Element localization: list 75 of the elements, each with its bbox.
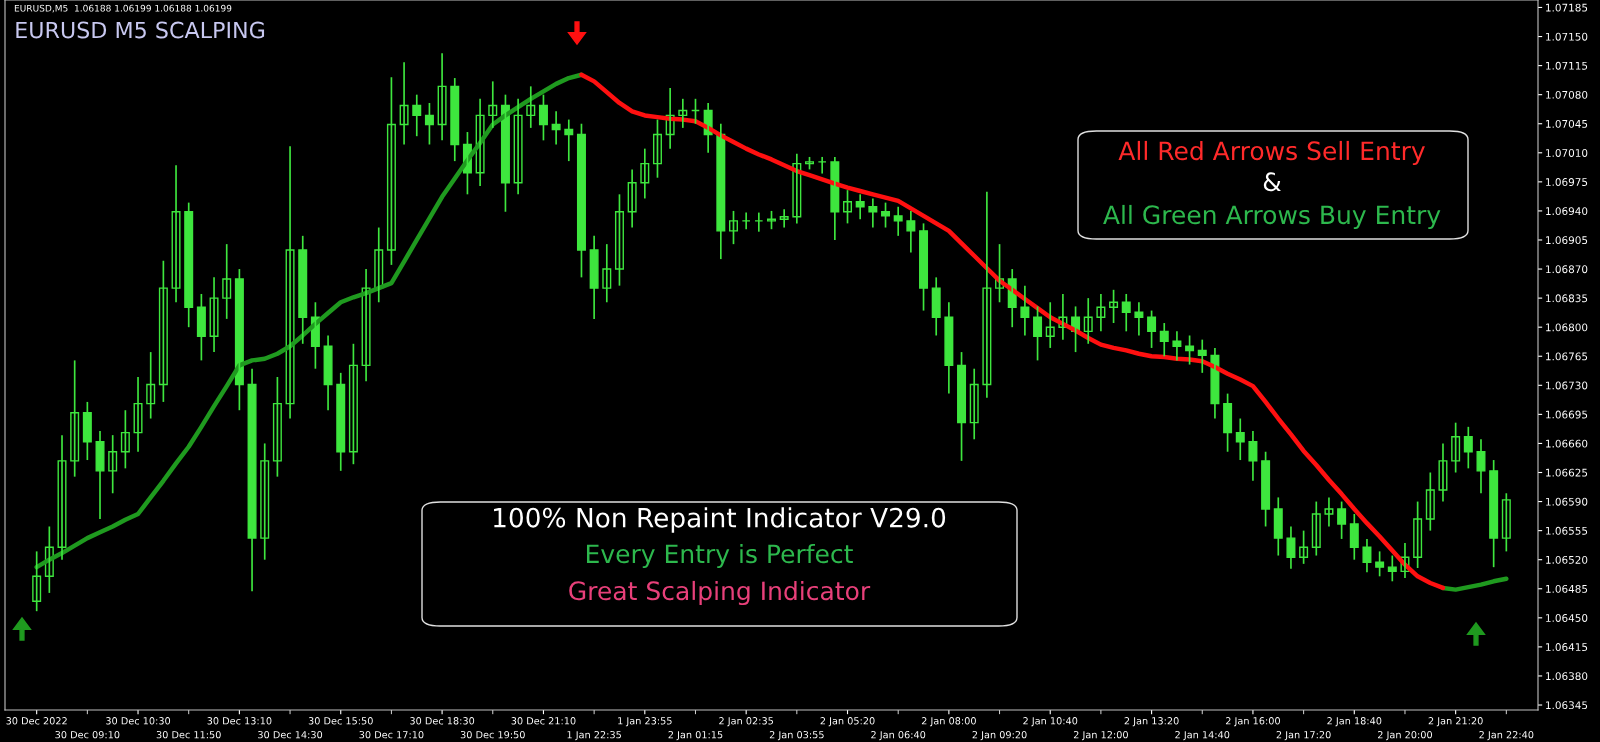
candlestick [728,210,738,245]
x-tick-label: 30 Dec 14:30 [258,731,323,739]
text: EURUSD M5 SCALPING [16,21,265,39]
y-tick-label: 1.06345 [1546,701,1588,710]
x-tick-label: 30 Dec 09:10 [55,731,120,739]
y-tick-label: 1.07115 [1546,61,1588,70]
x-tick-label: 2 Jan 20:00 [1378,731,1433,741]
x-tick-label: 2 Jan 22:40 [1479,731,1534,741]
candlestick [1261,450,1271,528]
y-tick-label: 1.06765 [1546,352,1588,361]
x-tick-label: 30 Dec 21:10 [511,717,576,725]
y-tick-label: 1.06660 [1546,439,1588,448]
y-tick-label: 1.07185 [1546,3,1588,12]
x-tick-label: 30 Dec 19:50 [460,731,525,739]
x-tick-label: 2 Jan 13:20 [1124,717,1179,727]
annotation: All Green Arrows Buy Entry [1103,204,1441,230]
y-tick-label: 1.06485 [1546,584,1588,593]
y-tick-label: 1.06835 [1546,294,1588,303]
y-tick-label: 1.06975 [1546,178,1588,186]
y-tick-label: 1.07150 [1546,32,1588,41]
annotation: Every Entry is Perfect [586,543,853,569]
candlestick [767,210,776,231]
x-tick-label: 2 Jan 02:35 [719,717,773,727]
annotation: & [1263,172,1281,192]
x-tick-label: 30 Dec 17:10 [359,731,424,739]
y-tick-label: 1.06555 [1546,526,1588,535]
y-tick-label: 1.06940 [1546,207,1588,216]
x-tick-label: 1 Jan 23:55 [618,717,672,727]
annotation: All Red Arrows Sell Entry [1118,140,1425,166]
x-tick-label: 2 Jan 06:40 [871,731,926,741]
y-tick-label: 1.06695 [1546,410,1588,419]
candlestick [1413,500,1423,569]
x-tick-label: 1 Jan 22:35 [567,731,621,741]
y-tick-label: 1.06450 [1546,614,1588,622]
candlestick [1489,459,1499,569]
x-tick-label: 2 Jan 14:40 [1175,731,1230,741]
candlestick [881,201,891,229]
annotation: EURUSD,M5 1.06188 1.06199 1.06188 1.06199 [14,4,232,13]
y-tick-label: 1.06380 [1546,672,1588,681]
annotation: Great Scalping Indicator [569,580,871,606]
y-tick-label: 1.06905 [1546,236,1588,245]
x-tick-label: 2 Jan 17:20 [1276,731,1331,741]
x-tick-label: 2 Jan 16:00 [1225,717,1280,727]
x-tick-label: 2 Jan 03:55 [769,731,824,741]
x-tick-label: 2 Jan 05:20 [820,717,875,727]
x-tick-label: 2 Jan 01:15 [668,731,723,741]
y-tick-label: 1.07045 [1546,119,1588,128]
x-tick-label: 30 Dec 2022 [6,717,67,725]
candlestick [919,222,929,312]
x-tick-label: 2 Jan 12:00 [1073,731,1128,741]
y-tick-label: 1.06520 [1546,555,1588,564]
x-tick-label: 30 Dec 18:30 [410,717,475,725]
y-tick-label: 1.06870 [1546,265,1588,274]
y-tick-label: 1.07010 [1546,149,1588,157]
y-tick-label: 1.06625 [1546,468,1588,477]
candlestick [614,193,624,287]
y-tick-label: 1.06590 [1546,497,1588,506]
candlestick [1337,500,1347,540]
annotation: 100% Non Repaint Indicator V29.0 [494,507,946,533]
x-tick-label: 2 Jan 21:20 [1428,717,1483,727]
candlestick [1451,421,1461,474]
x-tick-label: 2 Jan 18:40 [1327,717,1382,727]
y-tick-label: 1.07080 [1546,90,1588,99]
x-tick-label: 30 Dec 11:50 [156,731,221,739]
x-tick-label: 2 Jan 09:20 [972,731,1027,741]
x-tick-label: 30 Dec 13:10 [207,717,272,725]
x-tick-label: 30 Dec 10:30 [106,717,171,725]
y-tick-label: 1.06415 [1546,643,1588,651]
x-tick-label: 2 Jan 10:40 [1023,717,1078,727]
y-tick-label: 1.06730 [1546,381,1588,390]
candlestick [1375,550,1385,578]
x-tick-label: 2 Jan 08:00 [921,717,976,727]
candlestick [272,376,282,478]
x-tick-label: 30 Dec 15:50 [308,717,373,725]
y-tick-label: 1.06800 [1546,323,1588,332]
